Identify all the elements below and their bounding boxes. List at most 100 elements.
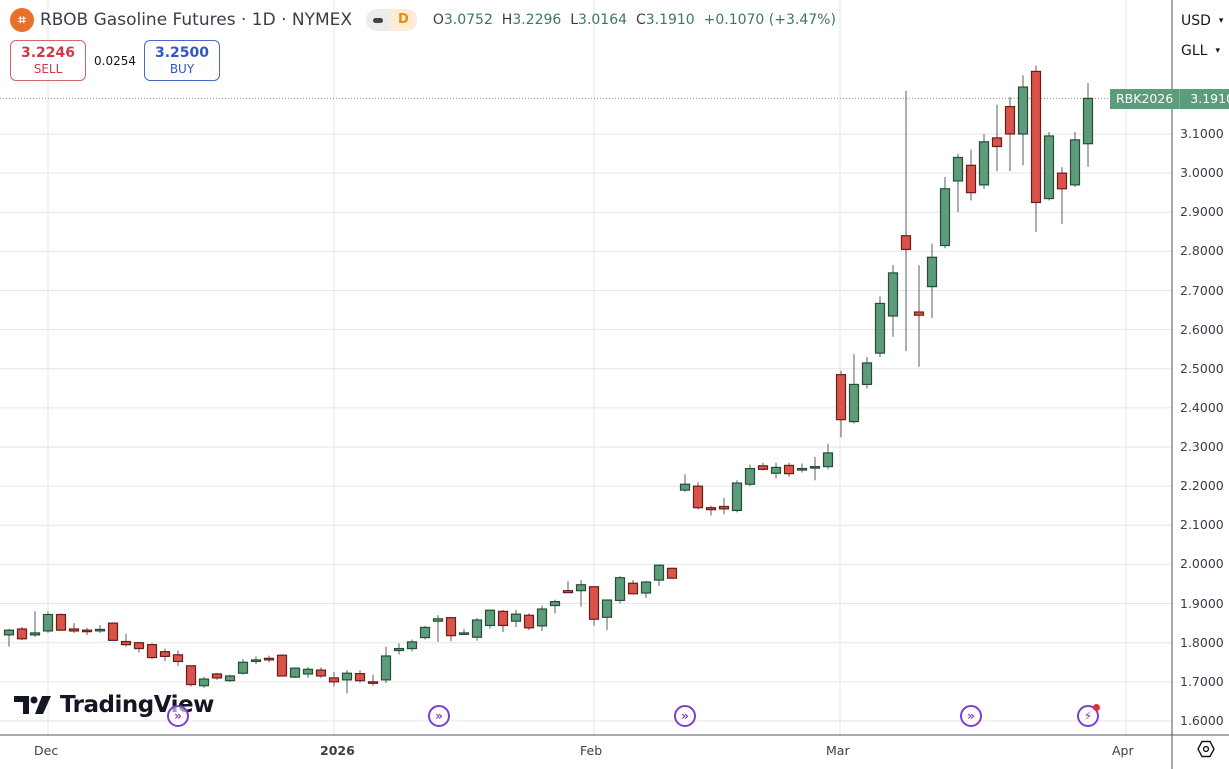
change-value: +0.1070 (+3.47%) xyxy=(703,12,836,28)
candle-body xyxy=(1043,135,1055,200)
spread-value: 0.0254 xyxy=(94,53,136,68)
price-tick: 2.7000 xyxy=(1180,282,1224,298)
price-tick: 2.1000 xyxy=(1180,517,1224,533)
candle-body xyxy=(341,672,353,681)
chart-header: ⌗ RBOB Gasoline Futures · 1D · NYMEX D O… xyxy=(10,8,836,32)
candle-body xyxy=(952,156,964,182)
candle-body xyxy=(484,609,496,627)
candle-body xyxy=(822,452,834,468)
sell-button[interactable]: 3.2246 SELL xyxy=(10,40,86,81)
candle-body xyxy=(757,465,769,470)
currency-dropdown[interactable]: USD ▾ xyxy=(1174,6,1226,36)
candle-body xyxy=(94,628,106,632)
candle-body xyxy=(237,661,249,674)
candle-body xyxy=(835,374,847,421)
time-tick: Feb xyxy=(580,743,603,758)
sell-price: 3.2246 xyxy=(20,44,76,61)
last-price-symbol: RBK2026 xyxy=(1110,89,1181,109)
candle-body xyxy=(510,613,522,622)
candle-body xyxy=(172,654,184,663)
candle-body xyxy=(1069,139,1081,186)
economic-event-icon[interactable]: » xyxy=(428,705,450,727)
candle-body xyxy=(81,629,93,633)
candle-body xyxy=(887,272,899,317)
price-tick: 2.5000 xyxy=(1180,360,1224,376)
candle-body xyxy=(562,590,574,594)
sell-label: SELL xyxy=(33,61,63,76)
price-tick: 3.1000 xyxy=(1180,126,1224,141)
candle-body xyxy=(978,141,990,186)
candle-body xyxy=(302,668,314,675)
candle-body xyxy=(601,599,613,618)
candle-body xyxy=(55,613,67,631)
candle-body xyxy=(458,632,470,636)
candle-body xyxy=(744,467,756,485)
candle-body xyxy=(497,610,509,627)
candle-body xyxy=(666,567,678,579)
price-tick: 2.9000 xyxy=(1180,204,1224,220)
price-tick: 2.4000 xyxy=(1180,399,1224,415)
price-tick: 1.8000 xyxy=(1180,634,1224,650)
low-label: L xyxy=(570,12,579,28)
candle-body xyxy=(653,564,665,581)
economic-event-icon[interactable]: » xyxy=(167,705,189,727)
currency-value: USD xyxy=(1181,13,1211,29)
candle-body xyxy=(263,657,275,661)
candle-body xyxy=(406,641,418,650)
close-label: C xyxy=(635,12,646,28)
price-tick: 1.6000 xyxy=(1180,712,1224,728)
open-label: O xyxy=(432,12,444,28)
candle-body xyxy=(146,644,158,659)
candle-body xyxy=(315,669,327,677)
candle-body xyxy=(523,614,535,629)
candle-body xyxy=(211,673,223,679)
unit-dropdown[interactable]: GLL ▾ xyxy=(1174,36,1226,66)
candle-body xyxy=(991,137,1003,148)
last-price-label: RBK2026 3.1910 xyxy=(1110,89,1229,109)
symbol-title[interactable]: RBOB Gasoline Futures · 1D · NYMEX xyxy=(40,10,353,30)
economic-event-icon[interactable]: » xyxy=(674,705,696,727)
candle-body xyxy=(705,507,717,511)
trade-panel: 3.2246 SELL 0.0254 3.2500 BUY xyxy=(10,40,220,81)
candle-body xyxy=(796,467,808,471)
candle-body xyxy=(965,164,977,194)
candle-body xyxy=(16,628,28,640)
candle-body xyxy=(861,362,873,386)
interval-badge[interactable]: D xyxy=(390,9,417,31)
chart-settings-icon[interactable] xyxy=(1197,740,1215,758)
candle-body xyxy=(640,581,652,594)
high-label: H xyxy=(501,12,513,28)
unit-value: GLL xyxy=(1181,43,1208,59)
last-price-value: 3.1910 xyxy=(1190,91,1229,106)
candle-body xyxy=(1030,70,1042,204)
candle-body xyxy=(718,505,730,510)
candle-body xyxy=(588,586,600,620)
interval-pill[interactable]: D xyxy=(366,9,417,31)
candle-body xyxy=(133,642,145,650)
candle-body xyxy=(939,188,951,247)
candle-body xyxy=(29,632,41,636)
candle-body xyxy=(874,302,886,354)
candle-body xyxy=(393,647,405,652)
candle-body xyxy=(289,667,301,678)
candle-body xyxy=(107,622,119,641)
tradingview-logo-icon xyxy=(14,696,51,714)
candle-body xyxy=(419,626,431,639)
market-closed-icon[interactable] xyxy=(366,17,390,23)
candle-body xyxy=(224,675,236,682)
buy-button[interactable]: 3.2500 BUY xyxy=(144,40,220,81)
economic-event-icon[interactable]: » xyxy=(960,705,982,727)
candle-body xyxy=(3,629,15,636)
lightning-icon[interactable]: ⚡ xyxy=(1077,704,1100,727)
candle-body xyxy=(731,482,743,512)
chevron-down-icon: ▾ xyxy=(1218,16,1224,26)
price-tick: 2.3000 xyxy=(1180,439,1224,455)
candle-body xyxy=(198,678,210,687)
buy-price: 3.2500 xyxy=(154,44,210,61)
candle-body xyxy=(770,466,782,474)
candle-body xyxy=(614,577,626,602)
candle-body xyxy=(900,235,912,251)
candle-body xyxy=(679,483,691,491)
candle-body xyxy=(276,654,288,677)
